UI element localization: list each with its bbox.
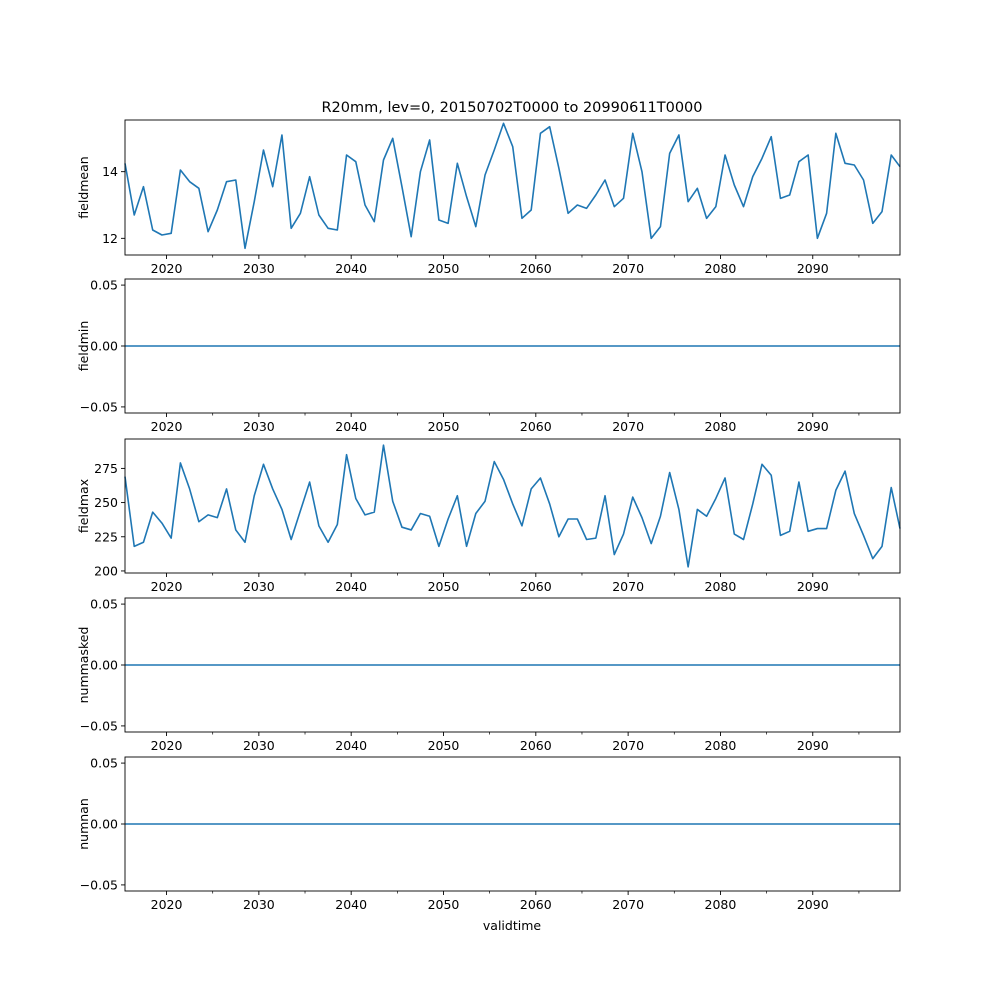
y-axis-label: fieldmean bbox=[76, 156, 91, 218]
subplot-fieldmax: 200 225 250 275 2020 2030 2040 2050 2060 2070 2080… bbox=[76, 438, 901, 594]
x-tick-label: 2070 bbox=[612, 261, 644, 276]
x-tick-label: 2020 bbox=[151, 261, 183, 276]
subplot-fieldmin: −0.05 0.00 0.05 2020 2030 2040 2050 2060 2070 208… bbox=[76, 278, 901, 434]
x-tick-label: 2060 bbox=[520, 897, 552, 912]
x-tick-label: 2040 bbox=[335, 738, 367, 753]
x-tick-label: 2030 bbox=[243, 579, 275, 594]
y-tick-label: 12 bbox=[102, 231, 118, 246]
subplot-numnan: −0.05 0.00 0.05 2020 2030 2040 2050 2060 2070 208… bbox=[76, 756, 901, 912]
x-tick-label: 2090 bbox=[797, 261, 829, 276]
x-tick-label: 2050 bbox=[428, 419, 460, 434]
x-tick-label: 2040 bbox=[335, 579, 367, 594]
y-axis-label: nummasked bbox=[76, 627, 91, 704]
y-tick-label: 0.00 bbox=[90, 658, 118, 673]
y-tick-label: 0.00 bbox=[90, 339, 118, 354]
x-tick-label: 2080 bbox=[705, 419, 737, 434]
x-tick-label: 2020 bbox=[151, 579, 183, 594]
x-tick-label: 2020 bbox=[151, 419, 183, 434]
subplot-nummasked: −0.05 0.00 0.05 2020 2030 2040 2050 2060 2070 208… bbox=[76, 597, 901, 753]
y-tick-label: −0.05 bbox=[80, 718, 118, 733]
x-tick-label: 2080 bbox=[705, 261, 737, 276]
x-axis-label: validtime bbox=[483, 918, 541, 933]
x-tick-label: 2020 bbox=[151, 738, 183, 753]
x-tick-label: 2050 bbox=[428, 897, 460, 912]
x-tick-label: 2020 bbox=[151, 897, 183, 912]
y-axis-label: fieldmin bbox=[76, 321, 91, 372]
x-tick-label: 2090 bbox=[797, 579, 829, 594]
x-tick-label: 2060 bbox=[520, 419, 552, 434]
x-tick-label: 2030 bbox=[243, 261, 275, 276]
x-tick-label: 2040 bbox=[335, 261, 367, 276]
y-axis-label: numnan bbox=[76, 798, 91, 850]
y-tick-label: 0.05 bbox=[90, 278, 118, 293]
axes-frame bbox=[124, 119, 901, 256]
x-tick-label: 2070 bbox=[612, 419, 644, 434]
y-tick-label: −0.05 bbox=[80, 399, 118, 414]
y-tick-label: 225 bbox=[94, 529, 118, 544]
y-tick-label: −0.05 bbox=[80, 877, 118, 892]
x-tick-label: 2040 bbox=[335, 419, 367, 434]
axes-frame bbox=[124, 438, 901, 574]
y-tick-label: 250 bbox=[94, 495, 118, 510]
x-tick-label: 2090 bbox=[797, 897, 829, 912]
y-tick-label: 275 bbox=[94, 461, 118, 476]
x-tick-label: 2070 bbox=[612, 897, 644, 912]
y-tick-label: 0.05 bbox=[90, 756, 118, 771]
x-tick-label: 2030 bbox=[243, 738, 275, 753]
x-tick-label: 2030 bbox=[243, 419, 275, 434]
series-line-fieldmean bbox=[124, 122, 901, 250]
subplot-fieldmean: 12 14 2020 2030 2040 2050 2060 2070 2080 2090 fiel… bbox=[76, 119, 901, 276]
x-tick-label: 2060 bbox=[520, 579, 552, 594]
x-tick-label: 2070 bbox=[612, 579, 644, 594]
x-tick-label: 2050 bbox=[428, 579, 460, 594]
x-tick-label: 2070 bbox=[612, 738, 644, 753]
x-tick-label: 2060 bbox=[520, 738, 552, 753]
x-tick-label: 2050 bbox=[428, 261, 460, 276]
x-tick-label: 2060 bbox=[520, 261, 552, 276]
x-tick-label: 2040 bbox=[335, 897, 367, 912]
x-tick-label: 2030 bbox=[243, 897, 275, 912]
series-line-fieldmax bbox=[124, 444, 901, 568]
y-tick-label: 14 bbox=[102, 164, 118, 179]
y-tick-label: 0.00 bbox=[90, 817, 118, 832]
y-tick-label: 0.05 bbox=[90, 597, 118, 612]
chart-title: R20mm, lev=0, 20150702T0000 to 20990611T… bbox=[321, 100, 702, 116]
x-tick-label: 2080 bbox=[705, 738, 737, 753]
y-tick-label: 200 bbox=[94, 563, 118, 578]
x-tick-label: 2080 bbox=[705, 897, 737, 912]
x-tick-label: 2090 bbox=[797, 738, 829, 753]
subplots: 12 14 2020 2030 2040 2050 2060 2070 2080 2090 fiel… bbox=[76, 119, 901, 912]
x-tick-label: 2080 bbox=[705, 579, 737, 594]
y-axis-label: fieldmax bbox=[76, 479, 91, 533]
x-tick-label: 2050 bbox=[428, 738, 460, 753]
x-tick-label: 2090 bbox=[797, 419, 829, 434]
